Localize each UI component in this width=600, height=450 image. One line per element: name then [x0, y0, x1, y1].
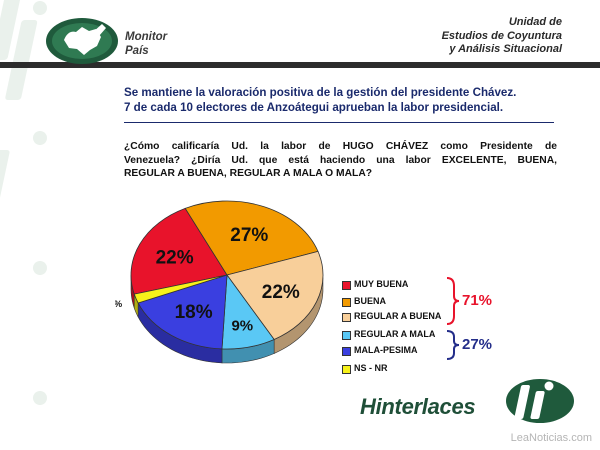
headline: Se mantiene la valoración positiva de la…	[124, 85, 574, 115]
question-line-3: REGULAR A BUENA, REGULAR A MALA O MALA?	[124, 168, 373, 179]
pie-label-2: 22%	[262, 282, 300, 303]
site-watermark: LeaNoticias.com	[510, 432, 592, 444]
headline-line-1: Se mantiene la valoración positiva de la…	[124, 86, 517, 99]
unit-line-3: y Análisis Situacional	[449, 43, 562, 55]
legend-label-4: MALA-PESIMA	[354, 345, 418, 355]
legend-label-2: REGULAR A BUENA	[354, 311, 442, 321]
question-line-1: ¿Cómo calificaría Ud. la labor de HUGO C…	[124, 141, 557, 152]
legend-swatch-3	[342, 331, 351, 340]
hinterlaces-wordmark: Hinterlaces	[360, 394, 476, 419]
pie-slice-5	[133, 274, 228, 304]
legend-swatch-5	[342, 365, 351, 374]
pie-chart: 22% 27% 22% 9% 18% 2%	[115, 200, 324, 364]
pie-label-0: 22%	[156, 248, 194, 269]
legend-label-3: REGULAR A MALA	[354, 329, 436, 339]
group-pct-positive: 71%	[462, 292, 493, 309]
brand-monitor: Monitor	[125, 31, 168, 43]
unit-line-1: Unidad de	[508, 16, 562, 28]
pie-label-3: 9%	[231, 317, 253, 334]
pie-label-1: 27%	[230, 225, 268, 246]
unit-line-2: Estudios de Coyuntura	[441, 30, 562, 42]
question-line-2: Venezuela? ¿Diría Ud. que está haciendo …	[124, 154, 557, 166]
legend-swatch-1	[342, 298, 351, 307]
group-bracket-negative	[446, 330, 460, 360]
legend-swatch-2	[342, 313, 351, 322]
survey-question: ¿Cómo calificaría Ud. la labor de HUGO C…	[124, 140, 557, 181]
pie-label-5: 2%	[115, 299, 122, 309]
headline-line-2: 7 de cada 10 electores de Anzoátegui apr…	[124, 101, 504, 114]
hinterlaces-logo	[506, 379, 574, 423]
legend-swatch-0	[342, 281, 351, 290]
pie-label-4: 18%	[175, 302, 213, 323]
pie-slice-2	[226, 250, 324, 340]
legend-label-0: MUY BUENA	[354, 279, 409, 289]
pie-slice-0	[130, 207, 228, 295]
legend-label-1: BUENA	[354, 296, 387, 306]
pie-slice-1	[184, 200, 319, 276]
group-bracket-positive	[446, 277, 460, 325]
pie-slice-4	[137, 274, 228, 350]
watermark-pattern	[0, 0, 47, 405]
brand-pais: País	[125, 45, 149, 57]
headline-rule	[124, 122, 554, 123]
group-pct-negative: 27%	[462, 336, 493, 353]
monitor-pais-logo	[46, 18, 118, 64]
legend-swatch-4	[342, 347, 351, 356]
header-divider	[0, 62, 600, 68]
legend-label-5: NS - NR	[354, 363, 388, 373]
